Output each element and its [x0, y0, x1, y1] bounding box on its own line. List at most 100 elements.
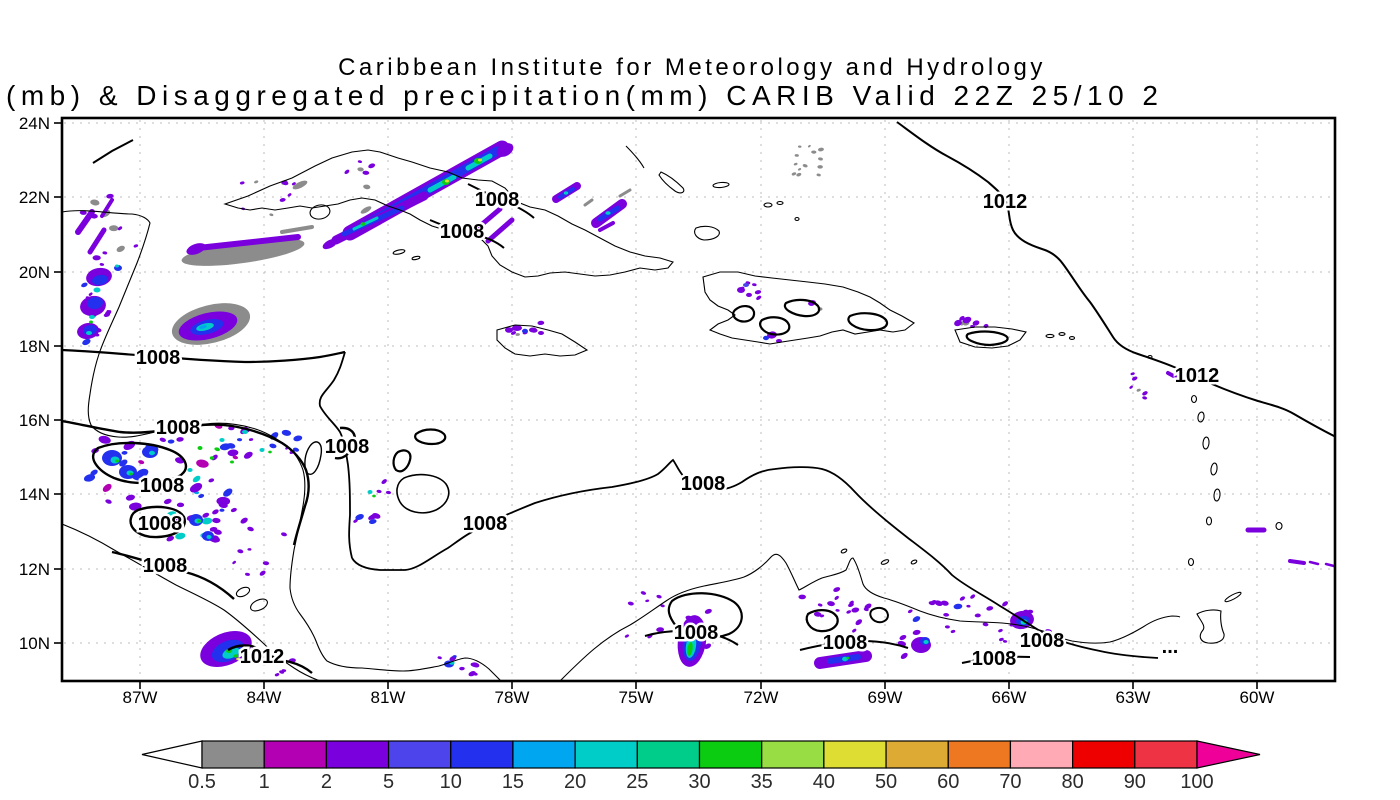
isobar-label: 1008 [140, 475, 185, 497]
isobar-line [334, 426, 356, 460]
isobar-label: 1008 [156, 417, 201, 439]
precip-speckle [230, 507, 237, 513]
precip-cell [230, 460, 234, 464]
precip-speckle [833, 587, 841, 592]
precip-cell [605, 211, 611, 215]
precip-speckle [1136, 388, 1141, 392]
precip-speckle [279, 670, 285, 674]
precip-speckle [259, 659, 264, 663]
colorbar-cell [885, 740, 949, 769]
coastline [694, 225, 720, 241]
isobar-label: ... [1162, 636, 1179, 658]
isobar-line [896, 121, 1335, 438]
coastline [625, 145, 645, 169]
colorbar-cell [201, 740, 265, 769]
colorbar-label: 25 [626, 771, 648, 793]
precip-speckle [102, 483, 112, 492]
precip-speckle [99, 263, 105, 266]
precip-cell [219, 438, 225, 442]
precip-speckle [998, 628, 1003, 633]
y-axis-label: 22N [19, 188, 50, 207]
island [309, 204, 331, 220]
precip-speckle [279, 197, 286, 202]
precip-speckle [196, 459, 209, 468]
precip-speckle [92, 255, 101, 261]
precip-speckle [357, 167, 364, 172]
colorbar-label: 35 [751, 771, 773, 793]
precip-speckle [817, 603, 823, 607]
precip-speckle [214, 447, 220, 452]
colorbar-label: 40 [813, 771, 835, 793]
precip-speckle [117, 226, 123, 231]
coastline [496, 324, 589, 357]
isobar-label: 1008 [138, 513, 183, 535]
precip-speckle [793, 162, 798, 166]
precip-band [352, 216, 379, 231]
isobar-line [351, 458, 1159, 659]
precip-cell [687, 642, 693, 656]
y-axis-label: 20N [19, 263, 50, 282]
precip-speckle [645, 599, 650, 603]
coastline-layer [62, 145, 1283, 681]
precip-speckle [1142, 396, 1148, 400]
precip-speckle [834, 595, 839, 600]
island [1205, 516, 1213, 526]
colorbar-underflow-arrow [141, 740, 203, 769]
colorbar-cell [698, 740, 763, 769]
precip-cell [496, 143, 514, 157]
precip-speckle [817, 165, 823, 169]
isobar-line [667, 592, 743, 639]
precip-speckle [292, 447, 300, 452]
precip-speckle [912, 629, 921, 636]
colorbar-cell [574, 740, 638, 769]
precip-cell [242, 430, 248, 434]
isobar-line [467, 183, 535, 219]
colorbar-overflow-arrow [1196, 740, 1261, 769]
precip-speckle [344, 169, 350, 175]
precip-cell [962, 316, 972, 324]
precip-speckle [82, 338, 91, 346]
precip-speckle [355, 514, 364, 521]
precip-cell [923, 640, 929, 644]
precip-speckle [796, 172, 802, 177]
isobar-line [92, 139, 134, 164]
precip-speckle [452, 655, 457, 658]
precip-speckle [704, 608, 712, 614]
precip-speckle [121, 450, 128, 455]
precip-speckle [83, 474, 96, 482]
precip-cell [983, 323, 989, 329]
precip-cell [367, 490, 373, 494]
precip-cell [187, 468, 193, 472]
x-axis-label: 78W [495, 688, 530, 707]
precip-cell [89, 320, 93, 324]
y-axis-label: 10N [19, 634, 50, 653]
precip-speckle [88, 292, 93, 296]
precip-speckle [459, 666, 465, 671]
x-axis-label: 81W [371, 688, 406, 707]
precip-speckle [627, 601, 634, 606]
island [910, 559, 918, 565]
precip-speckle [1129, 385, 1133, 389]
precip-speckle [912, 616, 921, 623]
precip-speckle [385, 490, 392, 495]
precip-cell [954, 319, 962, 327]
isobar-label: 1008 [325, 436, 370, 458]
precip-cell [522, 328, 528, 334]
precip-speckle [852, 628, 857, 633]
colorbar-cell [947, 740, 1012, 769]
precip-speckle [239, 181, 245, 185]
isobar-label: 1008 [681, 473, 726, 495]
precip-speckle [227, 449, 239, 457]
isobar-line [62, 419, 310, 546]
colorbar-label: 70 [999, 771, 1021, 793]
precip-speckle [357, 160, 363, 164]
precip-speckle [756, 295, 762, 300]
island [794, 216, 800, 222]
colorbar-label: 100 [1180, 771, 1213, 793]
colorbar-label: 60 [937, 771, 959, 793]
precip-cell [181, 238, 305, 266]
isobar-line [869, 606, 890, 624]
precip-speckle [791, 172, 797, 176]
